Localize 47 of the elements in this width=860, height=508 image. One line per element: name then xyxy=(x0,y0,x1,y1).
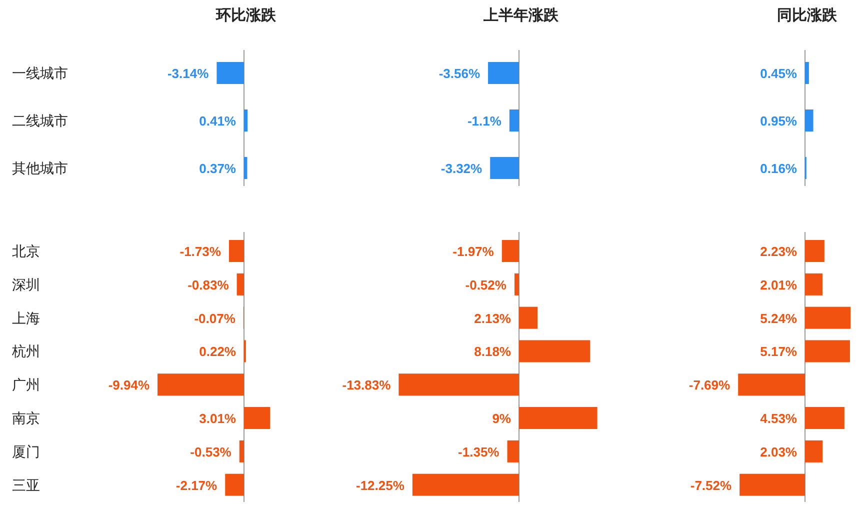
y-tick-label: 南京 xyxy=(12,410,40,426)
data-label: 2.03% xyxy=(760,444,798,460)
data-label: 5.17% xyxy=(760,344,798,360)
data-label: -1.35% xyxy=(458,444,500,460)
y-tick-label: 深圳 xyxy=(12,276,40,292)
y-tick-label: 一线城市 xyxy=(12,65,68,81)
y-tick-label: 厦门 xyxy=(12,443,40,460)
data-label: 0.45% xyxy=(760,66,798,81)
data-label: 5.24% xyxy=(760,310,798,326)
data-label: 2.13% xyxy=(474,310,512,326)
chart-title: 上半年涨跌 xyxy=(482,7,560,24)
y-tick-label: 广州 xyxy=(12,376,40,393)
data-label: 3.01% xyxy=(199,411,236,426)
data-label: -1.1% xyxy=(467,114,502,128)
y-tick-label: 杭州 xyxy=(11,343,40,360)
y-tick-label: 三亚 xyxy=(12,476,40,493)
data-label: -3.14% xyxy=(167,66,210,81)
data-label: 0.37% xyxy=(199,161,236,176)
data-label: 4.53% xyxy=(760,411,798,426)
data-label: 0.41% xyxy=(199,114,236,128)
data-label: -9.94% xyxy=(108,378,150,393)
data-label: -0.07% xyxy=(194,310,236,326)
data-label: -1.97% xyxy=(452,244,494,259)
data-label: 0.95% xyxy=(760,114,798,128)
y-tick-label: 二线城市 xyxy=(12,112,68,128)
chart-title: 同比涨跌 xyxy=(777,7,838,24)
data-label: -0.53% xyxy=(190,444,232,460)
data-label: -7.52% xyxy=(690,478,732,493)
data-label: -3.56% xyxy=(438,66,480,81)
data-label: -2.17% xyxy=(176,478,218,493)
y-tick-label: 其他城市 xyxy=(12,160,68,176)
data-label: 0.22% xyxy=(199,344,236,360)
data-label: -0.52% xyxy=(465,277,507,292)
data-label: 9% xyxy=(492,411,512,426)
data-label: -7.69% xyxy=(688,378,731,393)
data-label: 2.23% xyxy=(760,244,798,259)
data-label: 2.01% xyxy=(760,277,798,292)
chart-title: 环比涨跌 xyxy=(215,7,277,24)
data-label: -0.83% xyxy=(188,277,230,292)
data-label: -3.32% xyxy=(440,161,483,176)
y-tick-label: 北京 xyxy=(12,243,40,259)
data-label: 8.18% xyxy=(474,344,512,360)
data-label: -1.73% xyxy=(180,244,222,259)
data-label: -13.83% xyxy=(342,378,392,393)
data-label: -12.25% xyxy=(356,478,405,493)
y-tick-label: 上海 xyxy=(12,310,40,326)
data-label: 0.16% xyxy=(760,161,798,176)
